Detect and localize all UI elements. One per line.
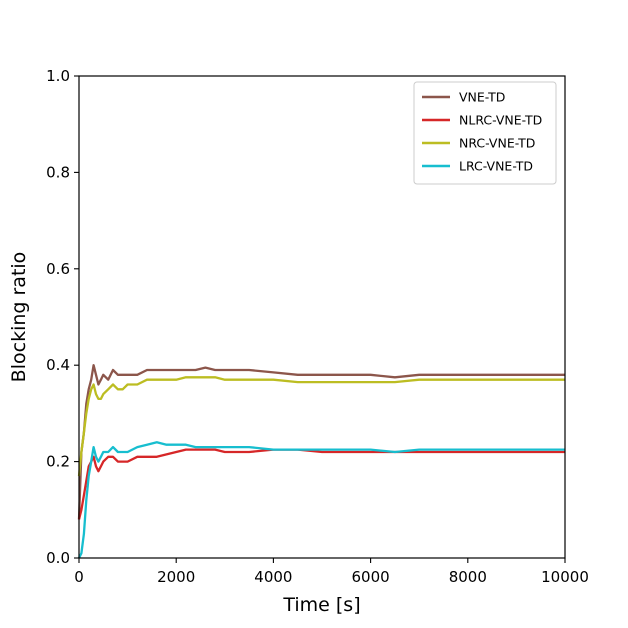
axes-layer: 0 2000 4000 6000 8000 10000 0.0 0.2 0.4 0.6 0.8 1.0 xyxy=(46,67,589,586)
legend: VNE-TD NLRC-VNE-TD NRC-VNE-TD LRC-VNE-TD xyxy=(413,81,557,185)
legend-label: LRC-VNE-TD xyxy=(459,159,533,174)
x-tick-label: 0 xyxy=(74,568,84,586)
x-axis-title: Time [s] xyxy=(282,594,360,616)
legend-label: VNE-TD xyxy=(459,90,505,105)
y-tick-label: 0.8 xyxy=(46,163,70,181)
x-tick-label: 10000 xyxy=(541,568,589,586)
series-line-nrc-vne-td xyxy=(77,376,565,477)
plot-frame xyxy=(78,75,566,559)
y-tick-label: 0.0 xyxy=(46,549,70,567)
series-line-vne-td xyxy=(77,364,565,520)
legend-label: NLRC-VNE-TD xyxy=(459,113,542,128)
x-tick-label: 2000 xyxy=(157,568,195,586)
x-tick-label: 6000 xyxy=(352,568,390,586)
y-tick-label: 0.6 xyxy=(46,260,70,278)
legend-label: NRC-VNE-TD xyxy=(459,136,535,151)
x-tick-label: 4000 xyxy=(254,568,292,586)
series-line-lrc-vne-td xyxy=(77,441,565,559)
y-tick-label: 1.0 xyxy=(46,67,70,85)
series-layer xyxy=(77,364,565,559)
y-axis-title: Blocking ratio xyxy=(8,252,30,383)
legend-box xyxy=(413,81,557,185)
y-tick-label: 0.4 xyxy=(46,356,70,374)
x-tick-label: 8000 xyxy=(449,568,487,586)
y-tick-label: 0.2 xyxy=(46,453,70,471)
